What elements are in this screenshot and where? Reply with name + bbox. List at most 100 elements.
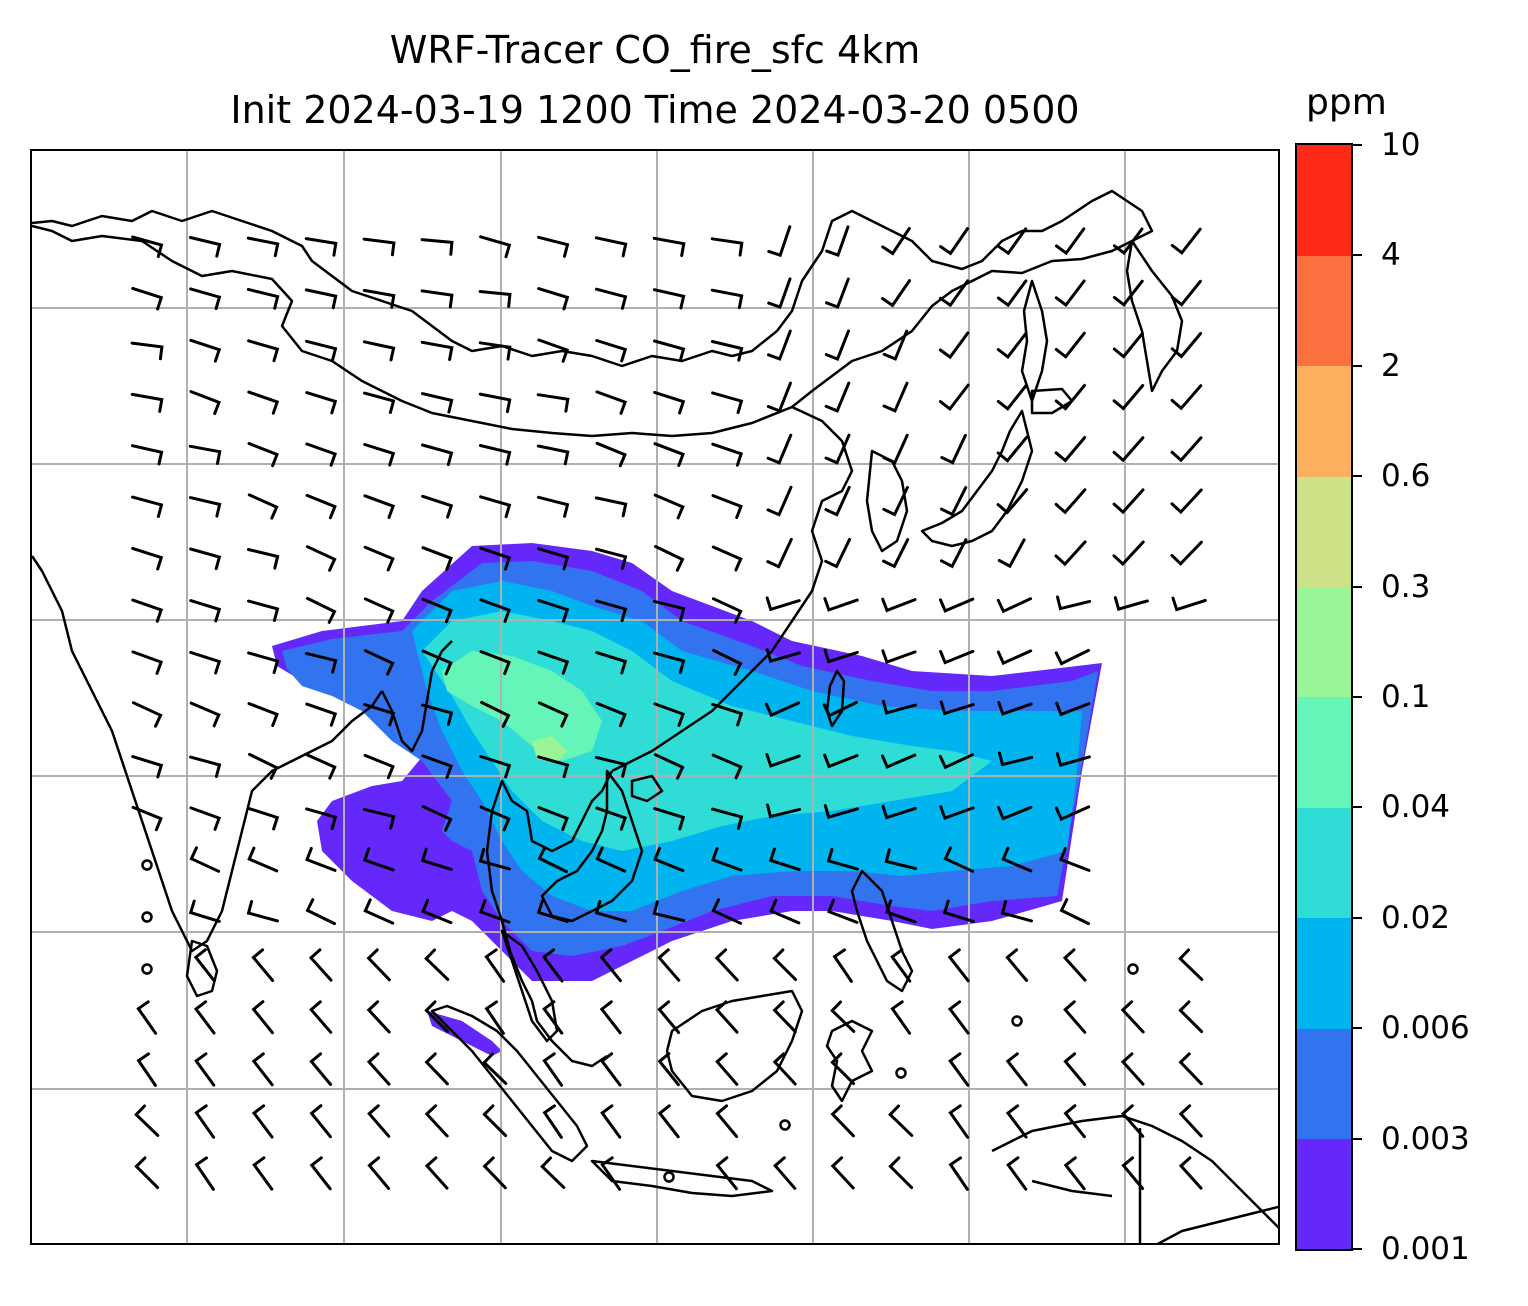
colorbar-tick [1353, 364, 1362, 367]
wind-barb [193, 1000, 216, 1035]
colorbar-segment [1297, 145, 1351, 256]
wind-barb [766, 537, 793, 569]
wind-barb [189, 287, 222, 311]
wind-barb [479, 546, 512, 571]
wind-barb [657, 1104, 680, 1139]
map-panel [30, 149, 1280, 1245]
colorbar [1295, 143, 1353, 1251]
wind-barb [882, 486, 909, 517]
wind-barb [1056, 595, 1092, 611]
wind-barb [1178, 1052, 1203, 1086]
wind-barb [189, 650, 222, 675]
wind-barb [652, 900, 686, 923]
wind-barb [304, 288, 338, 310]
wind-barb [996, 435, 1028, 463]
wind-barb [1062, 948, 1087, 982]
wind-barb [1005, 1052, 1028, 1087]
wind-barb [711, 442, 744, 467]
wind-barb [1121, 1156, 1145, 1190]
wind-barb [536, 444, 570, 466]
coastline-australia-north [1156, 1205, 1278, 1243]
wind-barb [827, 898, 859, 924]
coastline-sri-lanka [185, 939, 219, 998]
wind-barb [1055, 227, 1086, 256]
wind-barb [657, 1000, 681, 1034]
wind-barb [247, 442, 279, 468]
wind-barb [134, 1104, 160, 1137]
wind-barb [653, 493, 685, 520]
calm-wind-marker [141, 859, 153, 871]
wind-barb [998, 751, 1034, 767]
wind-barb [769, 898, 801, 925]
wind-barb [479, 495, 512, 519]
wind-barb [305, 807, 338, 831]
colorbar-tick [1353, 1248, 1362, 1250]
wind-barb [938, 753, 975, 770]
wind-barb [595, 599, 628, 623]
colorbar-tick [1353, 1027, 1362, 1030]
colorbar-tick [1353, 254, 1362, 257]
wind-barb [246, 900, 279, 923]
wind-barb [305, 493, 337, 520]
tracer-level-0.001-b [427, 1011, 502, 1056]
wind-barb [766, 485, 793, 517]
colorbar-segment [1297, 697, 1351, 808]
wind-barb [367, 1156, 391, 1190]
wind-barb [772, 1000, 797, 1034]
wind-barb [939, 227, 969, 256]
wind-barb [188, 496, 222, 518]
colorbar-tick [1353, 144, 1362, 146]
wind-barb [765, 648, 801, 663]
wind-barb [194, 1156, 215, 1191]
wind-barb [996, 331, 1028, 359]
wind-barb [131, 755, 164, 779]
wind-barb [537, 755, 570, 779]
wind-barb [884, 899, 917, 924]
wind-barb [1000, 900, 1033, 923]
lat-lon-gridlines [32, 151, 1278, 1243]
wind-barb [363, 545, 395, 572]
wind-barb [1170, 540, 1203, 566]
wind-barb [996, 649, 1033, 666]
wind-barb [939, 805, 975, 821]
wind-barb [309, 1000, 333, 1034]
wind-barb [421, 703, 454, 726]
wind-barb [366, 1000, 391, 1034]
wind-barb [595, 701, 627, 728]
wind-barb [363, 649, 395, 676]
wind-barb [306, 596, 337, 624]
coastlines [32, 189, 1278, 1243]
wind-barb [246, 287, 280, 310]
wind-barb [1054, 331, 1086, 359]
wind-barb [653, 807, 686, 831]
wind-barb [594, 899, 627, 923]
wind-barb [247, 846, 279, 873]
wind-barb [938, 383, 970, 412]
wind-barb [997, 805, 1033, 821]
wind-barb [424, 1052, 449, 1086]
wind-barb [542, 1000, 564, 1035]
colorbar-tick [1353, 585, 1362, 588]
wind-barb [711, 545, 743, 572]
wind-barb [366, 1052, 391, 1086]
wind-barb [711, 753, 743, 780]
wind-barb [305, 442, 338, 467]
wind-barb [1120, 1000, 1145, 1034]
wind-barb [1054, 805, 1091, 822]
wind-barb [766, 381, 792, 413]
colorbar-tick [1353, 916, 1362, 919]
wind-barb [1063, 1052, 1087, 1086]
wind-barb [484, 948, 506, 983]
coastline-malaysia [500, 929, 559, 1043]
calm-wind-marker [141, 963, 153, 975]
wind-barb [1001, 846, 1033, 873]
wind-barb [600, 1156, 622, 1191]
wind-barb [367, 1104, 391, 1138]
wind-barb [479, 598, 512, 623]
colorbar-segment [1297, 255, 1351, 367]
wind-barb [1112, 488, 1145, 515]
wind-barb [882, 329, 909, 361]
colorbar-units-label: ppm [1306, 82, 1387, 123]
wind-barb [542, 1052, 564, 1087]
wind-barb [305, 339, 338, 362]
